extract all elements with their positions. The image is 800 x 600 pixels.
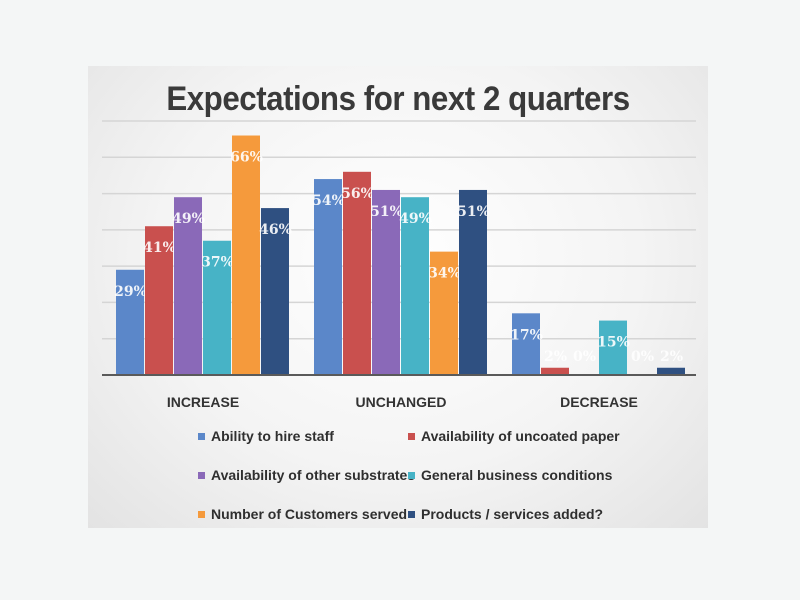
category-label: DECREASE	[560, 394, 638, 410]
legend-swatch	[408, 471, 415, 479]
bar	[657, 367, 685, 375]
chart-card: Expectations for next 2 quarters 29% 41% 4…	[88, 66, 708, 528]
legend-swatch	[198, 510, 205, 518]
data-label: 0%	[631, 349, 654, 365]
data-label: 29%	[114, 284, 147, 300]
legend-item: Availability of other substrates	[198, 465, 415, 485]
data-label: 56%	[341, 186, 374, 202]
bar	[512, 313, 540, 375]
category-label: INCREASE	[167, 394, 239, 410]
bar	[343, 171, 371, 375]
legend-swatch	[198, 471, 205, 479]
bar	[372, 189, 400, 375]
data-label: 46%	[259, 222, 292, 238]
data-label: 51%	[370, 204, 403, 220]
data-label: 37%	[201, 255, 234, 271]
legend-item: Ability to hire staff	[198, 426, 334, 446]
legend-swatch	[198, 432, 205, 440]
bar-chart: 29%41%49%37%66%46%INCREASE54%56%51%49%34…	[102, 120, 696, 410]
bar	[145, 226, 173, 375]
bar	[401, 197, 429, 375]
chart-title: Expectations for next 2 quarters	[166, 80, 630, 118]
bar	[232, 135, 260, 375]
data-label: 51%	[457, 204, 490, 220]
data-label: 17%	[510, 327, 543, 343]
data-label: 34%	[428, 266, 461, 282]
category-label: UNCHANGED	[356, 394, 447, 410]
legend-label: Number of Customers served	[211, 506, 408, 522]
data-label: 49%	[399, 211, 432, 227]
bar	[203, 240, 231, 375]
bar	[314, 179, 342, 375]
bar	[599, 320, 627, 375]
legend: Ability to hire staff Availability of unc…	[198, 426, 620, 526]
legend-item: Products / services added?	[408, 504, 603, 524]
data-label: 2%	[660, 349, 683, 365]
legend-label: Availability of other substrates	[211, 467, 416, 483]
data-label: 15%	[597, 335, 630, 351]
legend-label: Ability to hire staff	[211, 428, 334, 444]
data-label: 41%	[143, 240, 176, 256]
bar	[430, 251, 458, 375]
legend-label: Products / services added?	[421, 506, 604, 522]
data-label: 2%	[544, 349, 567, 365]
legend-swatch	[408, 510, 415, 518]
bar	[459, 189, 487, 375]
bar	[261, 208, 289, 375]
legend-item: General business conditions	[408, 465, 612, 485]
bar	[116, 269, 144, 375]
legend-label: Availability of uncoated paper	[421, 428, 620, 444]
data-label: 66%	[230, 150, 263, 166]
data-label: 49%	[172, 211, 205, 227]
data-label: 54%	[312, 193, 345, 209]
legend-item: Availability of uncoated paper	[408, 426, 620, 446]
legend-label: General business conditions	[421, 467, 613, 483]
bar	[541, 367, 569, 375]
bar	[174, 197, 202, 375]
data-label: 0%	[573, 349, 596, 365]
legend-item: Number of Customers served	[198, 504, 407, 524]
legend-swatch	[408, 432, 415, 440]
